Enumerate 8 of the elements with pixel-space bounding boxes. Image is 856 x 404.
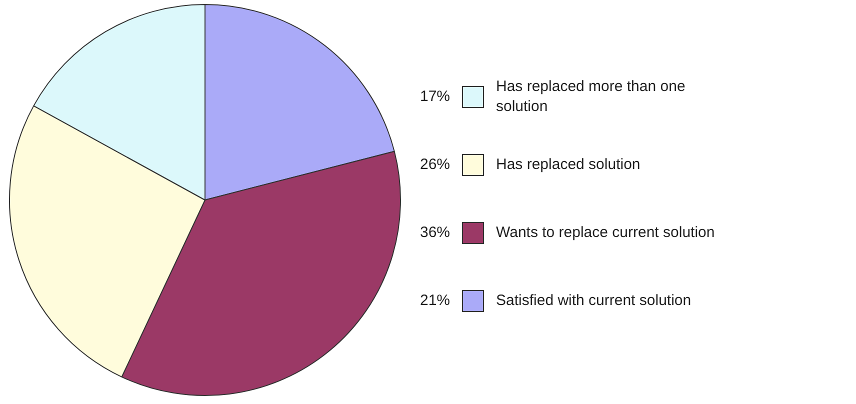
legend-label: Satisfied with current solution (496, 292, 692, 310)
data-label: 21% (420, 292, 450, 310)
data-label: 17% (420, 88, 450, 106)
data-label: 26% (420, 156, 450, 174)
legend-label: Has replaced solution (496, 156, 640, 174)
data-label: 36% (420, 224, 450, 242)
legend-label: Wants to replace current solution (496, 224, 715, 242)
legend-label: Has replaced more than one solution (496, 78, 686, 116)
